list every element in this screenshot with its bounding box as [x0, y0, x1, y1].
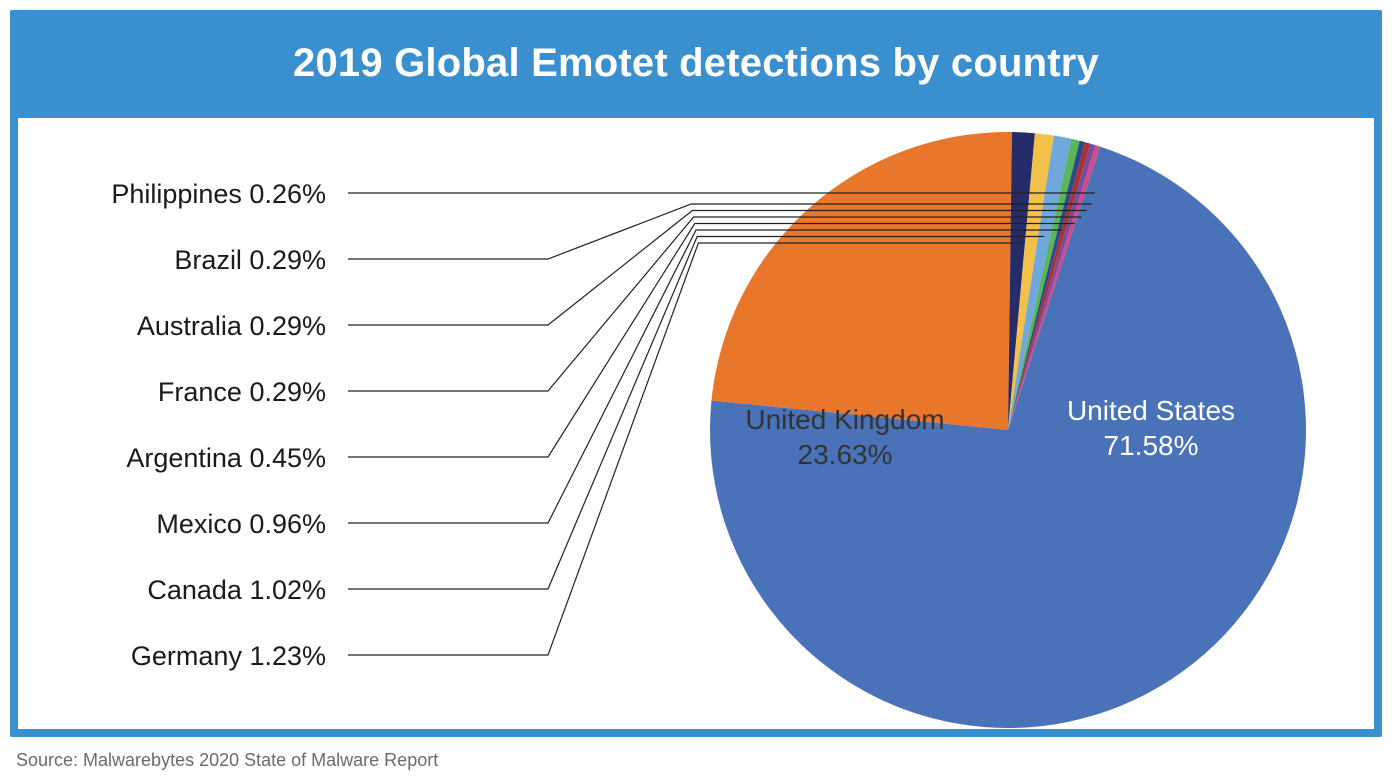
chart-panel: United States 71.58% United Kingdom 23.63% P…	[18, 118, 1374, 729]
slice-value-united-kingdom: 23.63%	[798, 439, 893, 470]
slice-label-united-kingdom: United Kingdom	[745, 404, 944, 435]
pie-slice-argentina	[1008, 138, 1080, 430]
leader-label-mexico: Mexico 0.96%	[156, 509, 326, 539]
pie-slice-united-states	[710, 146, 1306, 729]
leader-line-germany	[348, 242, 1024, 656]
pie-slice-mexico	[1008, 135, 1072, 430]
leader-label-canada: Canada 1.02%	[147, 575, 326, 605]
pie-slice-philippines	[1008, 145, 1101, 430]
leader-line-mexico	[348, 229, 1063, 524]
pie-slice-australia	[1008, 142, 1091, 430]
leader-label-australia: Australia 0.29%	[137, 311, 326, 341]
chart-frame: 2019 Global Emotet detections by country…	[10, 10, 1382, 737]
source-note: Source: Malwarebytes 2020 State of Malwa…	[16, 750, 439, 770]
leader-line-argentina	[348, 222, 1075, 458]
chart-title: 2019 Global Emotet detections by country	[293, 40, 1099, 85]
leader-line-brazil	[348, 203, 1092, 260]
pie-slice-canada	[1008, 133, 1054, 430]
slice-label-united-states: United States	[1067, 395, 1235, 426]
leader-label-brazil: Brazil 0.29%	[174, 245, 326, 275]
leader-label-france: France 0.29%	[158, 377, 326, 407]
leader-label-argentina: Argentina 0.45%	[126, 443, 326, 473]
leader-line-france	[348, 216, 1082, 392]
slice-value-united-states: 71.58%	[1104, 430, 1199, 461]
leader-label-germany: Germany 1.23%	[131, 641, 326, 671]
pie-slice-germany	[1008, 132, 1035, 430]
leader-line-canada	[348, 235, 1044, 590]
leader-label-philippines: Philippines 0.26%	[111, 179, 326, 209]
pie-slice-united-kingdom	[711, 132, 1012, 430]
pie-slice-france	[1008, 140, 1086, 430]
pie-slice-brazil	[1008, 143, 1096, 431]
pie-chart: United States 71.58% United Kingdom 23.63% P…	[111, 132, 1306, 729]
leader-line-australia	[348, 209, 1087, 326]
